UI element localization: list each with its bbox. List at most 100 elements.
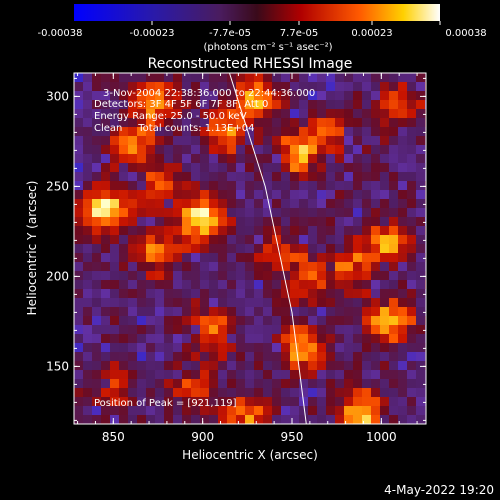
heatmap-cell	[110, 397, 120, 407]
heatmap-cell	[164, 334, 174, 344]
heatmap-cell	[146, 406, 156, 416]
heatmap-cell	[164, 289, 174, 299]
heatmap-cell	[92, 154, 102, 164]
heatmap-cell	[326, 154, 336, 164]
heatmap-cell	[92, 163, 102, 173]
colorbar-tick-label: 7.7e-05	[280, 28, 318, 39]
colorbar-tick-label: -0.00023	[130, 28, 175, 39]
heatmap-cell	[254, 109, 264, 119]
heatmap-cell	[290, 109, 300, 119]
heatmap-cell	[353, 91, 363, 101]
heatmap-cell	[317, 73, 327, 83]
heatmap-cell	[254, 397, 264, 407]
heatmap-cell	[191, 100, 201, 110]
heatmap-cell	[326, 343, 336, 353]
heatmap-cell	[335, 235, 345, 245]
heatmap-cell	[272, 217, 282, 227]
heatmap-cell	[83, 235, 93, 245]
heatmap-cell	[308, 163, 318, 173]
heatmap-cell	[371, 280, 381, 290]
heatmap-cell	[281, 73, 291, 83]
heatmap-cell	[74, 343, 84, 353]
heatmap-cell	[83, 208, 93, 218]
heatmap-cell	[119, 226, 129, 236]
heatmap-cell	[236, 154, 246, 164]
heatmap-cell	[407, 163, 417, 173]
heatmap-cell	[101, 244, 111, 254]
heatmap-cell	[362, 253, 372, 263]
heatmap-cell	[290, 136, 300, 146]
heatmap-cell	[128, 370, 138, 380]
heatmap-cell	[290, 163, 300, 173]
heatmap-cell	[128, 208, 138, 218]
heatmap-cell	[74, 100, 84, 110]
heatmap-cell	[344, 226, 354, 236]
heatmap-cell	[353, 190, 363, 200]
heatmap-cell	[209, 118, 219, 128]
heatmap-cell	[272, 370, 282, 380]
heatmap-cell	[227, 298, 237, 308]
heatmap-cell	[191, 109, 201, 119]
x-axis-label: Heliocentric X (arcsec)	[182, 448, 318, 462]
heatmap-cell	[137, 154, 147, 164]
heatmap-cell	[191, 262, 201, 272]
heatmap-cell	[236, 289, 246, 299]
heatmap-cell	[371, 271, 381, 281]
heatmap-cell	[335, 388, 345, 398]
heatmap-cell	[380, 352, 390, 362]
heatmap-cell	[137, 388, 147, 398]
heatmap-cell	[173, 343, 183, 353]
heatmap-cell	[317, 217, 327, 227]
heatmap-cell	[290, 127, 300, 137]
heatmap-cell	[155, 109, 165, 119]
heatmap-cell	[380, 316, 390, 326]
heatmap-cell	[209, 73, 219, 83]
heatmap-cell	[227, 190, 237, 200]
heatmap-cell	[299, 244, 309, 254]
heatmap-cell	[335, 361, 345, 371]
heatmap-cell	[389, 262, 399, 272]
heatmap-cell	[119, 145, 129, 155]
heatmap-cell	[146, 325, 156, 335]
heatmap-cell	[416, 190, 426, 200]
heatmap-cell	[281, 190, 291, 200]
heatmap-cell	[173, 298, 183, 308]
heatmap-cell	[119, 406, 129, 416]
heatmap-cell	[254, 334, 264, 344]
heatmap-cell	[218, 262, 228, 272]
heatmap-cell	[182, 370, 192, 380]
heatmap-cell	[137, 190, 147, 200]
heatmap-cell	[209, 226, 219, 236]
heatmap-cell	[335, 136, 345, 146]
heatmap-cell	[353, 379, 363, 389]
heatmap-cell	[254, 370, 264, 380]
heatmap-cell	[317, 181, 327, 191]
heatmap-cell	[344, 190, 354, 200]
heatmap-cell	[389, 298, 399, 308]
heatmap-cell	[380, 208, 390, 218]
heatmap-cell	[146, 109, 156, 119]
heatmap-cell	[362, 406, 372, 416]
heatmap-cell	[263, 127, 273, 137]
heatmap-cell	[380, 199, 390, 209]
heatmap-cell	[353, 235, 363, 245]
heatmap-cell	[218, 352, 228, 362]
axis-tick-label: 150	[46, 359, 69, 373]
heatmap-cell	[164, 181, 174, 191]
heatmap-cell	[335, 145, 345, 155]
heatmap-cell	[398, 316, 408, 326]
heatmap-cell	[110, 343, 120, 353]
heatmap-cell	[353, 253, 363, 263]
heatmap-cell	[83, 136, 93, 146]
annotation-time: 3-Nov-2004 22:38:36.000 to 22:44:36.000	[103, 88, 315, 99]
heatmap-cell	[290, 73, 300, 83]
heatmap-cell	[191, 73, 201, 83]
heatmap-cell	[272, 118, 282, 128]
heatmap-cell	[137, 145, 147, 155]
heatmap-cell	[290, 379, 300, 389]
heatmap-cell	[182, 109, 192, 119]
heatmap-cell	[398, 73, 408, 83]
heatmap-cell	[173, 127, 183, 137]
heatmap-cell	[191, 235, 201, 245]
heatmap-cell	[398, 361, 408, 371]
